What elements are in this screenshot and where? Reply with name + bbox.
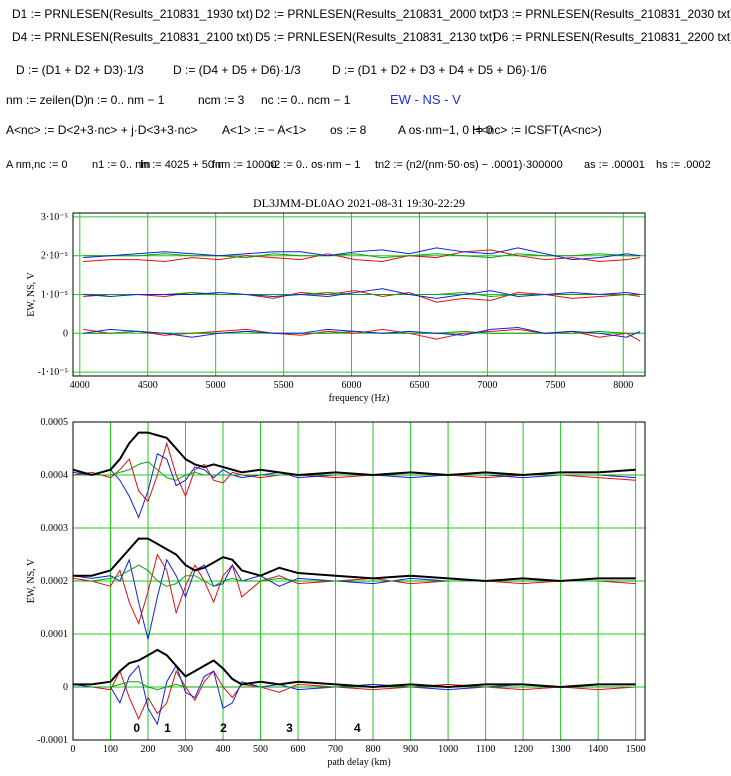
series-line (73, 648, 636, 689)
series-line (73, 537, 636, 583)
y-tick-label: 0.0001 (41, 629, 69, 640)
formula: D5 := PRNLESEN(Results_210831_2130 txt) (255, 30, 496, 44)
y-tick-label: -0.0001 (37, 735, 68, 746)
formula: D2 := PRNLESEN(Results_210831_2000 txt) (255, 7, 496, 21)
x-tick-label: 800 (366, 744, 381, 755)
y-axis-label: EW, NS, V (26, 558, 37, 603)
annotation: 4 (354, 721, 361, 735)
formula: D := (D4 + D5 + D6)·1/3 (173, 63, 301, 77)
formula: D4 := PRNLESEN(Results_210831_2100 txt) (12, 30, 253, 44)
formula: nm := zeilen(D) (6, 93, 88, 107)
series-line (83, 247, 641, 261)
y-tick-label: -1·10⁻⁵ (38, 367, 68, 378)
x-tick-label: 100 (103, 744, 118, 755)
series-line (73, 669, 636, 721)
x-tick-label: 6500 (409, 380, 429, 391)
series-line (72, 431, 636, 477)
annotation: 1 (164, 721, 171, 735)
formula: fn := 4025 + 50·n (140, 159, 224, 171)
y-tick-label: 3·10⁻⁵ (41, 212, 68, 223)
formula: os := 8 (330, 123, 367, 137)
annotation: 2 (220, 721, 227, 735)
formula: n2 := 0.. os·nm − 1 (268, 159, 360, 171)
formula: D1 := PRNLESEN(Results_210831_1930 txt) (12, 7, 253, 21)
series-line (72, 558, 636, 640)
plot-frame (72, 421, 646, 741)
x-tick-label: 600 (291, 744, 306, 755)
x-tick-label: 400 (216, 744, 231, 755)
x-tick-label: 7500 (545, 380, 565, 391)
x-tick-label: 4500 (138, 380, 158, 391)
y-tick-label: 0.0005 (41, 417, 69, 428)
series-line (72, 553, 636, 625)
formula: D := (D1 + D2 + D3 + D4 + D5 + D6)·1/6 (332, 63, 547, 77)
series-line (72, 664, 636, 726)
x-tick-label: 7000 (477, 380, 497, 391)
formula: D6 := PRNLESEN(Results_210831_2200 txt) (493, 30, 731, 44)
x-tick-label: 1300 (551, 744, 571, 755)
series-line (83, 288, 641, 299)
x-tick-label: 900 (403, 744, 418, 755)
x-tick-label: 0 (71, 744, 76, 755)
chart: DL3JMM-DL0AO 2021-08-31 19:30-22:29 4000 4… (26, 196, 646, 404)
y-axis-label: EW, NS, V (26, 271, 37, 316)
formula: nc := 0.. ncm − 1 (261, 93, 351, 107)
annotation: 0 (133, 721, 140, 735)
x-tick-label: 8000 (613, 380, 633, 391)
formula: A nm,nc := 0 (6, 159, 67, 171)
series-line (72, 441, 636, 503)
x-tick-label: 1200 (513, 744, 533, 755)
series-line (72, 453, 636, 519)
x-tick-label: 700 (328, 744, 343, 755)
x-axis-label: frequency (Hz) (329, 393, 390, 404)
formula: as := .00001 (584, 159, 645, 171)
y-tick-label: 2·10⁻⁵ (41, 251, 68, 262)
formula: hs := .0002 (656, 159, 711, 171)
formula: ncm := 3 (198, 93, 245, 107)
x-tick-label: 5500 (274, 380, 294, 391)
x-tick-label: 300 (178, 744, 193, 755)
series-line (83, 249, 641, 263)
y-tick-label: 1·10⁻⁵ (41, 290, 68, 301)
series-line (83, 292, 641, 297)
formula: H<nc> := ICSFT(A<nc>) (472, 123, 602, 137)
series-line (73, 564, 636, 587)
formula: A os·nm−1, 0 := 0 (398, 123, 493, 137)
series-line (83, 328, 641, 342)
series-line (73, 461, 636, 481)
series-line (83, 326, 641, 338)
chart-title: DL3JMM-DL0AO 2021-08-31 19:30-22:29 (253, 196, 465, 210)
x-axis-label: path delay (km) (327, 757, 390, 768)
formula: tn2 := (n2/(nm·50·os) − .0001)·300000 (375, 159, 563, 171)
formula: n1 := 0.. nm (92, 159, 150, 171)
y-tick-label: 0.0003 (41, 523, 69, 534)
x-tick-label: 500 (253, 744, 268, 755)
x-tick-label: 1500 (626, 744, 646, 755)
comment: EW - NS - V (390, 92, 461, 107)
plot-frame (72, 212, 646, 377)
y-tick-label: 0.0002 (41, 576, 69, 587)
x-tick-label: 1100 (476, 744, 496, 755)
formula: fnm := 10000 (212, 159, 277, 171)
x-tick-label: 1400 (588, 744, 608, 755)
formula: A<1> := − A<1> (222, 123, 306, 137)
formula: D := (D1 + D2 + D3)·1/3 (16, 63, 144, 77)
y-tick-label: 0 (63, 328, 68, 339)
x-tick-label: 6000 (342, 380, 362, 391)
series-line (83, 253, 641, 259)
x-tick-label: 4000 (70, 380, 90, 391)
formula: n := 0.. nm − 1 (87, 93, 165, 107)
x-tick-label: 200 (141, 744, 156, 755)
formula: D3 := PRNLESEN(Results_210831_2030 txt) (493, 7, 731, 21)
y-tick-label: 0.0004 (41, 470, 69, 481)
x-tick-label: 5000 (206, 380, 226, 391)
chart: 0 100 200 300 400 500 600 700 800 900 1000 1100 1200… (26, 417, 646, 768)
series-line (83, 290, 641, 303)
formula: A<nc> := D<2+3·nc> + j·D<3+3·nc> (6, 123, 197, 137)
annotation: 3 (286, 721, 293, 735)
y-tick-label: 0 (63, 682, 68, 693)
x-tick-label: 1000 (438, 744, 458, 755)
